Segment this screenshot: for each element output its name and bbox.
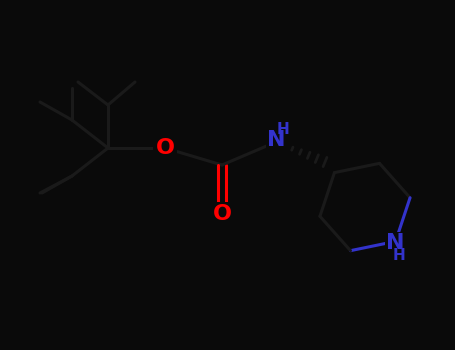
Text: N: N [267,130,285,150]
Text: O: O [212,204,232,224]
Text: N: N [386,233,405,253]
Text: H: H [277,122,289,138]
Text: O: O [156,138,175,158]
Text: H: H [392,248,405,263]
